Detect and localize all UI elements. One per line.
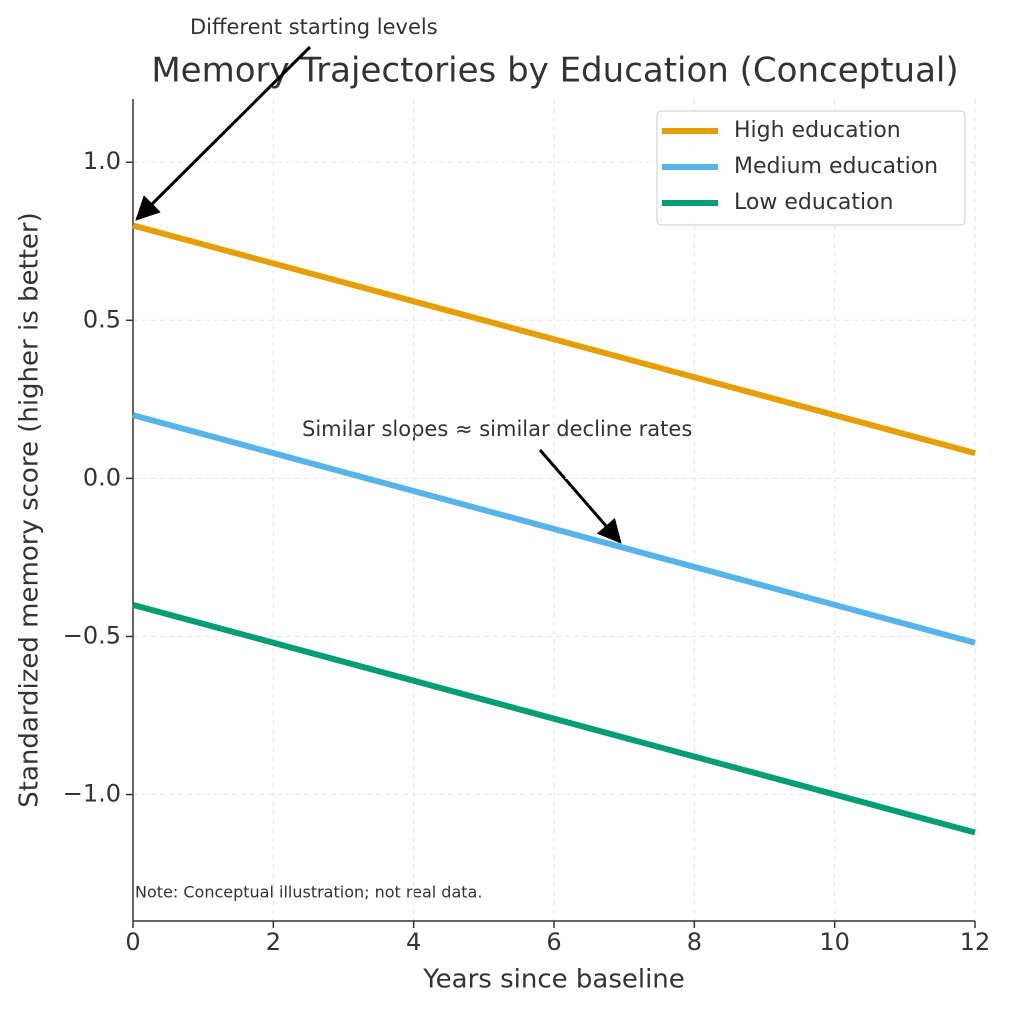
annotation: Different starting levels	[190, 15, 438, 39]
line	[132, 412, 976, 646]
annotation: Similar slopes ≈ similar decline rates	[302, 417, 692, 441]
legend-box	[656, 110, 966, 226]
x-tick-label: 8	[687, 928, 702, 956]
y-tick-label: 1.0	[83, 147, 121, 175]
annotation-arrow	[538, 449, 622, 544]
x-tick-label: 4	[406, 928, 421, 956]
y-tick-label: 0.5	[83, 305, 121, 333]
x-tick-label: 10	[819, 928, 850, 956]
y-tick-label: 0.0	[83, 463, 121, 491]
line	[132, 601, 976, 836]
x-tick-label: 2	[266, 928, 281, 956]
plot-area: 0 2 4 6 8 10 12 −1.0 −0.5 0.0 0.5 1.0 High education…	[63, 99, 991, 956]
legend-label: High education	[734, 118, 901, 143]
annotation-arrow	[135, 45, 312, 221]
x-axis-label: Years since baseline	[422, 965, 685, 995]
note: Note: Conceptual illustration; not real …	[135, 883, 482, 902]
y-axis-label: Standardized memory score (higher is bet…	[15, 212, 45, 807]
x-tick-label: 12	[960, 928, 991, 956]
line	[132, 222, 976, 456]
legend-label: Low education	[734, 190, 893, 215]
y-tick-label: −1.0	[63, 780, 121, 808]
x-tick-label: 6	[546, 928, 561, 956]
x-tick-label: 0	[125, 928, 140, 956]
y-tick-label: −0.5	[63, 621, 121, 649]
legend-label: Medium education	[734, 154, 938, 179]
